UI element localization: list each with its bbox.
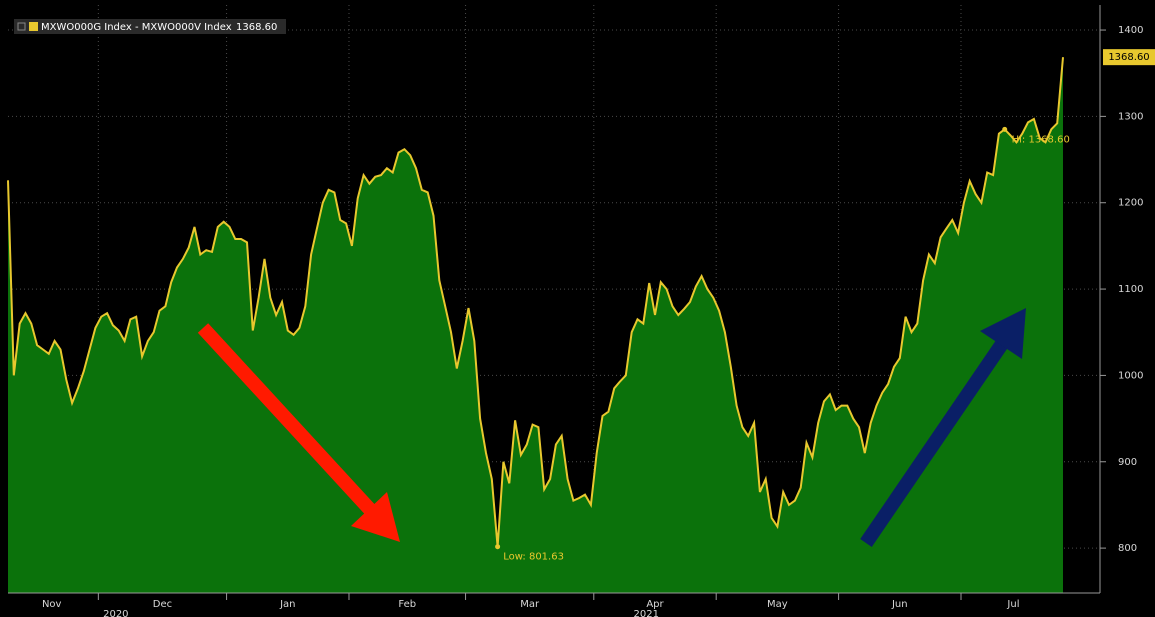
y-tick-label: 900: [1118, 457, 1137, 468]
arrow-head: [351, 492, 400, 542]
legend-swatch: [29, 22, 38, 31]
down-arrow: [197, 323, 400, 542]
x-tick-label: Nov: [42, 599, 62, 610]
y-tick-label: 1400: [1118, 25, 1143, 36]
legend-toggle[interactable]: [17, 22, 26, 31]
x-tick-label: May: [767, 599, 788, 610]
last-value-label: 1368.60: [1108, 52, 1149, 63]
y-tick-label: 1000: [1118, 370, 1143, 381]
point-marker: [1002, 126, 1008, 132]
year-label: 2021: [634, 609, 659, 617]
year-label: 2020: [103, 609, 128, 617]
x-tick-label: Jan: [279, 599, 295, 610]
arrow-shaft: [860, 334, 1012, 547]
legend-label: MXWO000G Index - MXWO000V Index: [41, 22, 232, 33]
y-tick-label: 1100: [1118, 284, 1143, 295]
plot-area: 800 900 1000 1100 1200 1300 1400 Nov Dec Jan Feb Ma…: [7, 5, 1155, 617]
line: [7, 57, 1064, 547]
x-tick-label: Mar: [520, 599, 540, 610]
x-tick-label: Dec: [153, 599, 172, 610]
legend-last-value: 1368.60: [236, 22, 277, 33]
x-tick-label: Feb: [398, 599, 416, 610]
legend-box: [14, 19, 286, 34]
area: [8, 57, 1063, 593]
x-tick-label: Jun: [891, 599, 908, 610]
arrow-head: [980, 308, 1026, 359]
value-label: Low: 801.63: [503, 552, 564, 563]
value-label: Hi: 1368.60: [1012, 134, 1070, 145]
x-tick-label: Apr: [646, 599, 664, 610]
arrow-shaft: [197, 323, 381, 520]
x-tick-label: Jul: [1006, 599, 1019, 610]
point-marker: [495, 544, 501, 550]
y-tick-label: 1200: [1118, 198, 1143, 209]
legend: MXWO000G Index - MXWO000V Index 1368.60: [14, 19, 286, 34]
last-value-badge: [1103, 49, 1155, 66]
up-arrow: [860, 308, 1026, 547]
y-tick-label: 800: [1118, 543, 1137, 554]
y-tick-label: 1300: [1118, 111, 1143, 122]
